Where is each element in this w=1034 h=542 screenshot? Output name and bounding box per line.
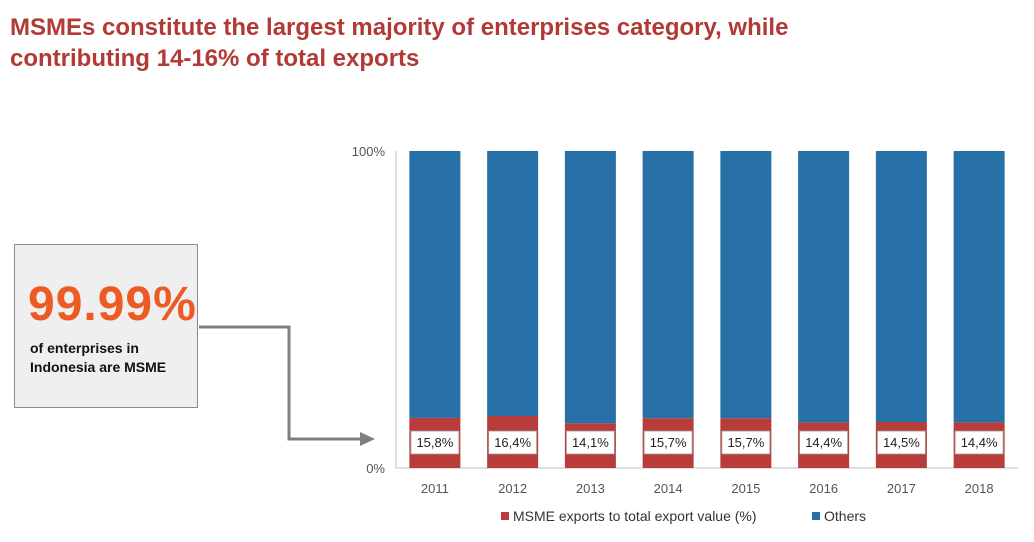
- callout-arrow-head: [360, 432, 375, 446]
- data-label-2012: 16,4%: [494, 435, 531, 450]
- x-tick-labels-group: 2011 2012 2013 2014 2015 2016 2017 2018: [421, 481, 994, 496]
- legend-swatch-others: [812, 512, 820, 520]
- data-label-2011: 15,8%: [416, 435, 453, 450]
- legend: MSME exports to total export value (%) Ot…: [501, 508, 866, 524]
- msme-share-value: 99.99%: [28, 278, 197, 331]
- bar-others-2011: [409, 151, 461, 418]
- legend-label-others: Others: [824, 508, 866, 524]
- caption-line-1: of enterprises in: [30, 340, 139, 356]
- data-label-box-2016: [799, 430, 849, 455]
- legend-swatch-msme: [501, 512, 509, 520]
- data-label-box-2013: [565, 430, 615, 455]
- data-label-2017: 14,5%: [883, 435, 920, 450]
- bar-others-2015: [720, 151, 772, 419]
- data-labels-group: 15,8% 16,4% 14,1% 15,7% 15,7% 14,4% 14,5% 14,4%: [410, 430, 1004, 455]
- bar-others-2016: [798, 151, 850, 423]
- x-tick-label-2013: 2013: [576, 481, 605, 496]
- bar-others-2012: [487, 151, 539, 417]
- y-tick-label-100: 100%: [352, 144, 386, 159]
- y-tick-label-0: 0%: [366, 461, 385, 476]
- msme-share-caption: of enterprises in Indonesia are MSME: [30, 339, 195, 377]
- msme-share-callout: 99.99% of enterprises in Indonesia are M…: [14, 244, 198, 408]
- y-tick-labels-group: 0% 100%: [352, 144, 386, 476]
- data-label-2016: 14,4%: [805, 435, 842, 450]
- callout-arrow-line: [199, 325, 360, 441]
- legend-label-msme: MSME exports to total export value (%): [513, 508, 757, 524]
- bar-others-2017: [875, 151, 927, 423]
- data-label-box-2017: [876, 430, 926, 455]
- x-tick-label-2014: 2014: [654, 481, 683, 496]
- title-line-2: contributing 14-16% of total exports: [10, 45, 420, 72]
- page-title: MSMEs constitute the largest majority of…: [10, 12, 1010, 74]
- data-label-2013: 14,1%: [572, 435, 609, 450]
- data-label-2014: 15,7%: [650, 435, 687, 450]
- data-label-2015: 15,7%: [727, 435, 764, 450]
- title-line-1: MSMEs constitute the largest majority of…: [10, 14, 789, 41]
- x-tick-label-2015: 2015: [731, 481, 760, 496]
- x-tick-label-2018: 2018: [965, 481, 994, 496]
- data-label-box-2014: [643, 430, 693, 455]
- data-label-box-2012: [488, 430, 538, 455]
- x-tick-label-2012: 2012: [498, 481, 527, 496]
- bars-group: [409, 151, 1005, 468]
- bar-others-2013: [564, 151, 616, 424]
- data-label-2018: 14,4%: [961, 435, 998, 450]
- bar-others-2018: [953, 151, 1005, 423]
- x-tick-label-2016: 2016: [809, 481, 838, 496]
- data-label-box-2015: [721, 430, 771, 455]
- bar-others-2014: [642, 151, 694, 419]
- x-tick-label-2011: 2011: [421, 481, 449, 496]
- data-label-box-2011: [410, 430, 460, 455]
- caption-line-2: Indonesia are MSME: [30, 359, 167, 375]
- x-tick-label-2017: 2017: [887, 481, 916, 496]
- data-label-box-2018: [954, 430, 1004, 455]
